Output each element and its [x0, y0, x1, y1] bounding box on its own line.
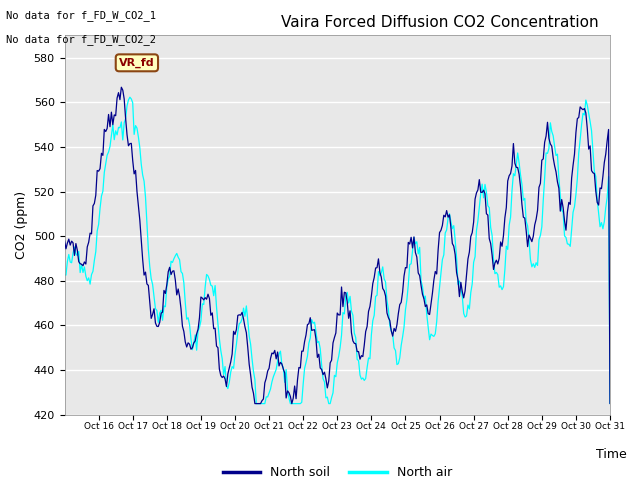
Text: Vaira Forced Diffusion CO2 Concentration: Vaira Forced Diffusion CO2 Concentration — [282, 15, 599, 30]
Text: VR_fd: VR_fd — [119, 58, 155, 68]
Text: No data for f_FD_W_CO2_1: No data for f_FD_W_CO2_1 — [6, 10, 156, 21]
Text: No data for f_FD_W_CO2_2: No data for f_FD_W_CO2_2 — [6, 34, 156, 45]
Y-axis label: CO2 (ppm): CO2 (ppm) — [15, 191, 28, 259]
Legend: North soil, North air: North soil, North air — [218, 461, 457, 480]
Text: Time: Time — [596, 448, 627, 461]
